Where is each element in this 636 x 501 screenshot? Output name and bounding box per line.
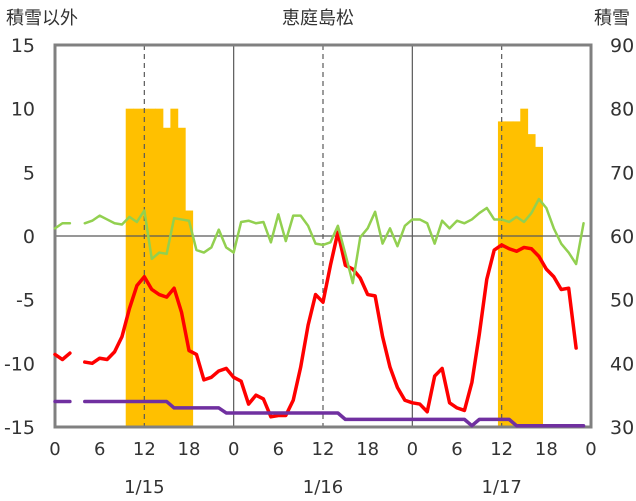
left-tick-label: -10: [4, 353, 35, 375]
x-tick-label: 0: [49, 439, 60, 460]
x-tick-label: 6: [94, 439, 105, 460]
right-tick-label: 70: [610, 162, 634, 184]
right-axis-ticks: 90 80 70 60 50 40 30: [610, 35, 634, 439]
red-line: [83, 230, 578, 419]
date-label: 1/17: [481, 477, 521, 498]
snow-bar: [512, 121, 521, 428]
snow-bar: [185, 210, 194, 427]
date-label: 1/15: [124, 477, 164, 498]
x-tick-label: 12: [133, 439, 156, 460]
snow-bar: [125, 108, 134, 428]
left-axis-title: 積雪以外: [6, 8, 78, 29]
left-axis-ticks: 15 10 5 0 -5 -10 -15: [4, 35, 35, 439]
snow-bar: [170, 108, 179, 428]
left-tick-label: 15: [11, 35, 35, 57]
snow-bar: [148, 108, 156, 428]
x-tick-label: 6: [273, 439, 284, 460]
snow-bar: [527, 134, 536, 427]
right-axis-title: 積雪: [594, 8, 630, 29]
green-line: [83, 197, 585, 285]
right-tick-label: 60: [610, 226, 634, 248]
x-tick-label: 0: [228, 439, 239, 460]
left-tick-label: 0: [23, 226, 35, 248]
x-tick-label: 6: [451, 439, 462, 460]
left-tick-label: -5: [16, 290, 35, 312]
plot-frame: [53, 43, 593, 429]
x-tick-label: 12: [490, 439, 513, 460]
left-tick-label: 5: [23, 162, 35, 184]
right-tick-label: 50: [610, 290, 634, 312]
right-tick-label: 80: [610, 99, 634, 121]
x-tick-label: 18: [178, 439, 201, 460]
snow-bar: [520, 108, 529, 428]
x-tick-label: 18: [535, 439, 558, 460]
x-axis-ticks: 0 6 12 18 0 6 12 18 0 6 12 18 0: [49, 439, 596, 460]
snow-bar: [535, 146, 544, 427]
x-tick-label: 12: [312, 439, 335, 460]
red-line: [53, 351, 72, 362]
snow-bar: [162, 127, 171, 428]
snow-bar: [505, 121, 514, 428]
right-tick-label: 30: [610, 417, 634, 439]
purple-line: [83, 399, 586, 428]
date-labels: 1/15 1/16 1/17: [124, 477, 522, 498]
green-line: [53, 222, 72, 230]
chart-title: 恵庭島松: [282, 8, 354, 29]
x-tick-label: 18: [356, 439, 379, 460]
left-tick-label: 10: [11, 99, 35, 121]
right-tick-label: 40: [610, 353, 634, 375]
snow-bar: [133, 108, 142, 428]
left-tick-label: -15: [4, 417, 35, 439]
date-label: 1/16: [303, 477, 343, 498]
x-tick-label: 0: [407, 439, 418, 460]
snow-bar: [177, 127, 186, 428]
series-lines: [53, 197, 586, 428]
grid-lines: [55, 45, 591, 427]
right-tick-label: 90: [610, 35, 634, 57]
snow-bar: [140, 108, 149, 428]
x-tick-label: 0: [585, 439, 596, 460]
snow-bar: [155, 108, 164, 428]
